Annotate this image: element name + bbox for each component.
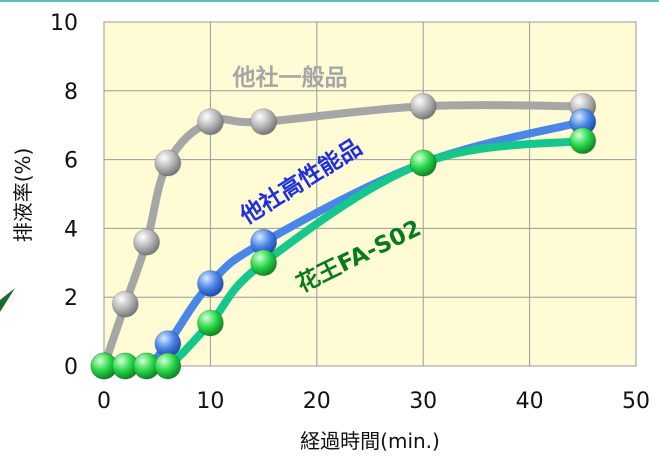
y-tick-label-0: 0 [64,355,78,380]
data-point-green-7 [569,127,597,155]
y-tick-label-2: 4 [64,217,78,242]
y-tick-label-3: 6 [64,149,78,174]
x-tick-label-5: 50 [622,389,650,414]
data-point-gray-5 [250,108,278,136]
y-tick-label-1: 2 [64,286,78,311]
y-tick-label-4: 8 [64,80,78,105]
data-point-green-5 [250,249,278,277]
page-marker-triangle [0,288,15,312]
data-point-gray-6 [409,92,437,120]
series-label-gray: 他社一般品 [232,64,348,91]
x-tick-label-0: 0 [97,389,111,414]
data-point-green-6 [409,149,437,177]
x-tick-label-1: 10 [196,389,224,414]
y-tick-label-5: 10 [50,11,78,36]
data-point-gray-4 [196,108,224,136]
x-axis-title: 経過時間(min.) [300,429,440,453]
x-tick-label-2: 20 [303,389,331,414]
data-point-gray-1 [111,290,139,318]
grid-lines [103,21,637,367]
data-point-blue-4 [196,269,224,297]
data-point-green-4 [196,309,224,337]
y-tick-labels: 0 2 4 6 8 10 [50,11,78,380]
data-point-gray-3 [154,149,182,177]
x-tick-label-3: 30 [409,389,437,414]
y-axis-title: 排液率(%) [11,148,35,243]
series-markers [90,92,597,380]
data-point-green-3 [154,352,182,380]
data-point-gray-2 [133,228,161,256]
x-tick-labels: 0 10 20 30 40 50 [97,389,650,414]
x-tick-label-4: 40 [516,389,544,414]
